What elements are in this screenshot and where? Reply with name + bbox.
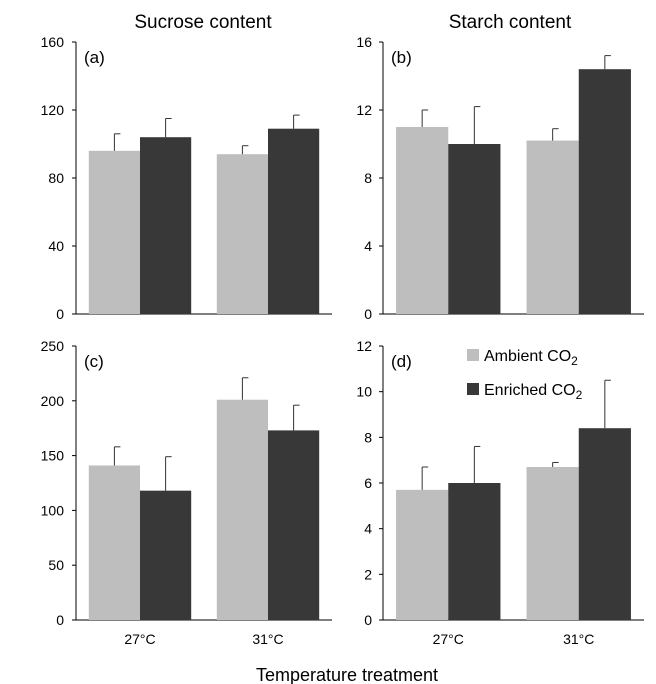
- y-tick-label-a-2: 80: [48, 170, 64, 186]
- column-title-starch: Starch content: [449, 12, 572, 33]
- bar-d-enriched-0: [448, 483, 500, 620]
- bar-b-enriched-0: [448, 144, 500, 314]
- y-tick-label-d-3: 6: [364, 475, 372, 491]
- bar-c-enriched-1: [268, 430, 319, 620]
- panel-label-d: (d): [391, 352, 412, 371]
- y-tick-label-a-0: 0: [56, 306, 64, 322]
- y-tick-label-b-3: 12: [356, 102, 372, 118]
- bar-b-ambient-1: [527, 141, 579, 314]
- bar-c-enriched-0: [140, 491, 191, 620]
- x-tick-label-c-1: 31°C: [252, 631, 283, 647]
- y-tick-label-d-0: 0: [364, 612, 372, 628]
- panel-label-c: (c): [84, 352, 104, 371]
- y-tick-label-b-4: 16: [356, 34, 372, 50]
- bar-c-ambient-1: [217, 400, 268, 620]
- y-tick-label-c-1: 50: [48, 557, 64, 573]
- y-tick-label-c-4: 200: [41, 393, 65, 409]
- x-tick-label-d-1: 31°C: [563, 631, 594, 647]
- bar-d-enriched-1: [579, 428, 631, 620]
- y-tick-label-c-3: 150: [41, 448, 65, 464]
- y-tick-label-a-4: 160: [41, 34, 65, 50]
- y-tick-label-c-0: 0: [56, 612, 64, 628]
- y-tick-label-d-1: 2: [364, 566, 372, 582]
- legend: Ambient CO2 Enriched CO2: [467, 348, 583, 402]
- panel-label-b: (b): [391, 48, 412, 67]
- bar-a-ambient-1: [217, 154, 268, 314]
- y-tick-label-a-3: 120: [41, 102, 65, 118]
- y-tick-label-c-5: 250: [41, 338, 65, 354]
- x-tick-label-d-0: 27°C: [433, 631, 464, 647]
- x-tick-label-c-0: 27°C: [124, 631, 155, 647]
- bar-b-ambient-0: [396, 127, 448, 314]
- x-axis-label: Temperature treatment: [256, 665, 438, 684]
- legend-swatch-enriched: [467, 383, 479, 395]
- y-tick-label-d-5: 10: [356, 384, 372, 400]
- y-tick-label-c-2: 100: [41, 502, 65, 518]
- bar-d-ambient-1: [527, 467, 579, 620]
- legend-label-enriched: Enriched CO2: [484, 382, 583, 402]
- panel-b: 0 4 8 12 16 (b): [356, 34, 644, 322]
- column-title-sucrose: Sucrose content: [134, 12, 272, 33]
- legend-swatch-ambient: [467, 349, 479, 361]
- y-tick-label-d-2: 4: [364, 521, 372, 537]
- y-tick-label-a-1: 40: [48, 238, 64, 254]
- y-tick-label-b-0: 0: [364, 306, 372, 322]
- y-tick-label-d-6: 12: [356, 338, 372, 354]
- legend-label-ambient: Ambient CO2: [484, 348, 578, 368]
- bar-b-enriched-1: [579, 69, 631, 314]
- y-tick-label-b-2: 8: [364, 170, 372, 186]
- panel-label-a: (a): [84, 48, 105, 67]
- y-tick-label-b-1: 4: [364, 238, 372, 254]
- bar-c-ambient-0: [89, 465, 140, 620]
- bar-a-enriched-0: [140, 137, 191, 314]
- panel-a: 0 40 80 120 160 (a): [41, 34, 332, 322]
- y-tick-label-d-4: 8: [364, 429, 372, 445]
- bar-a-ambient-0: [89, 151, 140, 314]
- panel-c: 0 50 100 150 200 250 (c) 27°C 31°C: [41, 338, 332, 647]
- bar-d-ambient-0: [396, 490, 448, 620]
- bar-a-enriched-1: [268, 129, 319, 314]
